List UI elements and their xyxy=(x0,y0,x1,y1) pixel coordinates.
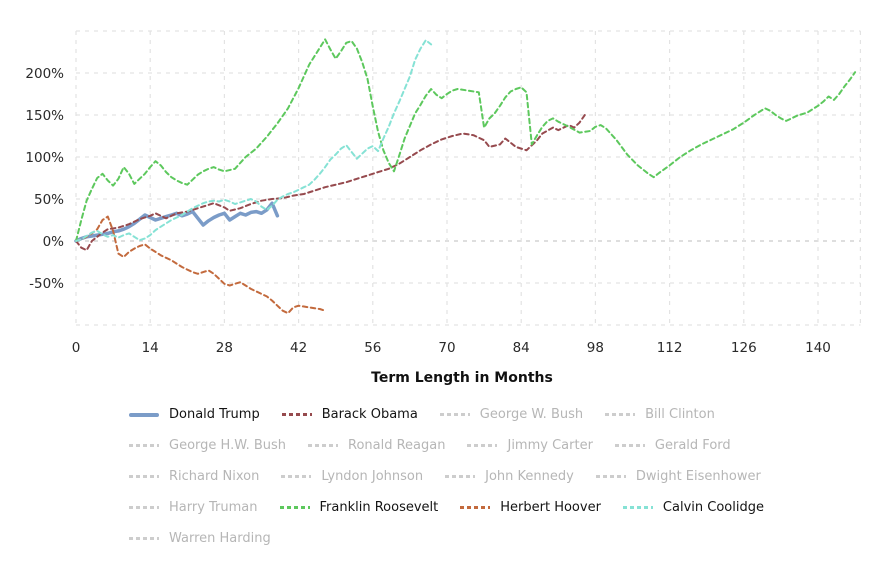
legend-row: George H.W. Bush Ronald Reagan Jimmy Carte… xyxy=(129,435,829,456)
x-tick-label: 42 xyxy=(290,340,307,356)
legend-label: Franklin Roosevelt xyxy=(319,500,439,515)
y-tick-label: 0% xyxy=(43,234,65,250)
herbert-hoover-line xyxy=(75,215,327,315)
x-tick-label: 56 xyxy=(364,340,381,356)
legend-row: Donald Trump Barack Obama George W. Bush Bi… xyxy=(129,404,829,425)
solid-line-swatch-icon xyxy=(129,412,159,417)
term-performance-chart: 200% 150% 100% 50% 0% -50% 0 14 28 42 56 70 84 98 112 1… xyxy=(25,30,862,386)
y-tick-label: 150% xyxy=(25,108,64,124)
legend-item-franklin-roosevelt[interactable]: Franklin Roosevelt xyxy=(279,497,439,518)
x-tick-label: 70 xyxy=(438,340,455,356)
legend-item-calvin-coolidge[interactable]: Calvin Coolidge xyxy=(622,497,764,518)
x-axis-title: Term Length in Months xyxy=(371,370,553,386)
x-tick-label: 14 xyxy=(142,340,159,356)
x-tick-label: 0 xyxy=(72,340,81,356)
legend-label: John Kennedy xyxy=(485,469,574,484)
legend-label: Herbert Hoover xyxy=(500,500,601,515)
grid-layer xyxy=(75,30,862,326)
dashed-line-swatch-icon xyxy=(308,444,338,447)
legend-label: Bill Clinton xyxy=(645,407,715,422)
y-tick-label: 200% xyxy=(25,66,64,82)
legend-label: Dwight Eisenhower xyxy=(635,469,761,484)
legend-item-gerald-ford[interactable]: Gerald Ford xyxy=(614,435,731,456)
legend-item-warren-harding[interactable]: Warren Harding xyxy=(129,528,271,549)
legend-label: Warren Harding xyxy=(169,531,271,546)
dashed-line-swatch-icon xyxy=(445,475,476,478)
legend-item-george-h-w-bush[interactable]: George H.W. Bush xyxy=(129,435,286,456)
legend-item-harry-truman[interactable]: Harry Truman xyxy=(129,497,258,518)
dashed-line-swatch-icon xyxy=(622,506,653,509)
dashed-line-swatch-icon xyxy=(279,506,310,509)
legend-item-george-w-bush[interactable]: George W. Bush xyxy=(439,404,584,425)
legend-label: Donald Trump xyxy=(169,407,260,422)
y-tick-label: -50% xyxy=(29,276,64,292)
dashed-line-swatch-icon xyxy=(460,506,491,509)
legend-label: Harry Truman xyxy=(169,500,258,515)
legend-row: Harry Truman Franklin Roosevelt Herbert Ho… xyxy=(129,497,829,518)
x-tick-label: 140 xyxy=(805,340,831,356)
legend-item-donald-trump[interactable]: Donald Trump xyxy=(129,404,260,425)
x-tick-label: 112 xyxy=(657,340,683,356)
legend-label: Ronald Reagan xyxy=(348,438,446,453)
donald-trump-line xyxy=(74,201,280,243)
legend-item-bill-clinton[interactable]: Bill Clinton xyxy=(605,404,715,425)
legend-item-john-kennedy[interactable]: John Kennedy xyxy=(445,466,574,487)
dashed-line-swatch-icon xyxy=(129,537,159,540)
y-tick-label: 50% xyxy=(34,192,64,208)
dashed-line-swatch-icon xyxy=(129,475,159,478)
legend-item-richard-nixon[interactable]: Richard Nixon xyxy=(129,466,259,487)
legend-label: Lyndon Johnson xyxy=(321,469,424,484)
legend-label: George W. Bush xyxy=(479,407,584,422)
dashed-line-swatch-icon xyxy=(467,444,498,447)
x-tick-label: 98 xyxy=(587,340,604,356)
x-tick-label: 28 xyxy=(216,340,233,356)
legend-label: Barack Obama xyxy=(321,407,418,422)
legend-row: Richard Nixon Lyndon Johnson John Kennedy D… xyxy=(129,466,829,487)
legend-item-herbert-hoover[interactable]: Herbert Hoover xyxy=(460,497,601,518)
dashed-line-swatch-icon xyxy=(595,475,626,478)
dashed-line-swatch-icon xyxy=(614,444,645,447)
legend-item-jimmy-carter[interactable]: Jimmy Carter xyxy=(467,435,593,456)
barack-obama-line xyxy=(75,114,586,252)
legend: Donald Trump Barack Obama George W. Bush Bi… xyxy=(129,404,829,559)
series-layer xyxy=(74,38,857,315)
y-tick-label: 100% xyxy=(25,150,64,166)
calvin-coolidge-line xyxy=(75,39,433,242)
legend-label: Richard Nixon xyxy=(169,469,260,484)
legend-row: Warren Harding xyxy=(129,528,829,549)
legend-label: George H.W. Bush xyxy=(169,438,286,453)
legend-item-barack-obama[interactable]: Barack Obama xyxy=(281,404,418,425)
dashed-line-swatch-icon xyxy=(605,413,636,416)
x-tick-label: 126 xyxy=(731,340,757,356)
legend-label: Calvin Coolidge xyxy=(662,500,764,515)
legend-item-dwight-eisenhower[interactable]: Dwight Eisenhower xyxy=(595,466,761,487)
dashed-line-swatch-icon xyxy=(129,444,159,447)
tick-layer: 200% 150% 100% 50% 0% -50% 0 14 28 42 56 70 84 98 112 1… xyxy=(25,66,831,356)
franklin-roosevelt-line xyxy=(75,38,857,242)
dashed-line-swatch-icon xyxy=(439,413,470,416)
dashed-line-swatch-icon xyxy=(281,475,312,478)
legend-item-ronald-reagan[interactable]: Ronald Reagan xyxy=(308,435,445,456)
dashed-line-swatch-icon xyxy=(281,413,312,416)
legend-label: Jimmy Carter xyxy=(507,438,593,453)
legend-item-lyndon-johnson[interactable]: Lyndon Johnson xyxy=(281,466,423,487)
x-tick-label: 84 xyxy=(513,340,530,356)
dashed-line-swatch-icon xyxy=(129,506,159,509)
legend-label: Gerald Ford xyxy=(654,438,731,453)
